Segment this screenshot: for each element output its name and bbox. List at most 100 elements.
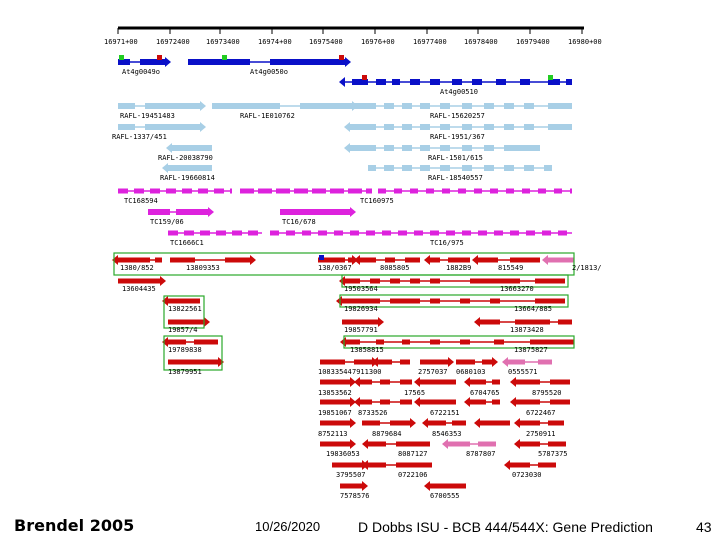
exon-block (348, 257, 352, 263)
track-label: 138/0367 (318, 264, 352, 272)
exon-block (140, 59, 165, 65)
track-label: RAFL-20038790 (158, 154, 213, 162)
exon-block (548, 79, 560, 85)
direction-arrow (474, 317, 480, 327)
exon-block (384, 124, 394, 130)
exon-block (396, 462, 432, 468)
est-23 (320, 377, 356, 387)
track-label: At4g00510 (440, 88, 478, 96)
direction-arrow (112, 255, 118, 265)
exon-block (384, 165, 394, 171)
est-5 (424, 255, 470, 265)
exon-block (484, 145, 494, 151)
exon-block (318, 230, 327, 236)
exon-block (332, 462, 362, 468)
exon-block (430, 79, 440, 85)
direction-arrow (378, 317, 384, 327)
track-label: 0555571 (508, 368, 538, 376)
track-label: 17565 (404, 389, 425, 397)
track-label: 0722106 (398, 471, 428, 479)
rafl-7 (344, 143, 540, 153)
exon-block (216, 230, 226, 236)
exon-block (194, 339, 218, 345)
track-label: TC168594 (124, 197, 158, 205)
exon-block (346, 339, 360, 345)
exon-block (382, 230, 391, 236)
exon-block (376, 79, 386, 85)
est-26 (464, 377, 500, 387)
est-19 (372, 357, 410, 367)
track-label: 7578576 (340, 492, 370, 500)
track-label: 10833544 (318, 368, 352, 376)
direction-arrow (372, 357, 378, 367)
est-27 (510, 377, 570, 387)
exon-block (478, 257, 498, 263)
direction-arrow (162, 296, 168, 306)
track-label: 8879684 (372, 430, 402, 438)
exon-block (494, 230, 503, 236)
track-label: 6704765 (470, 389, 500, 397)
exon-block (548, 441, 566, 447)
exon-block (410, 278, 420, 284)
track-label: 8085805 (380, 264, 410, 272)
exon-block (118, 278, 160, 284)
track-label: 0723030 (512, 471, 542, 479)
exon-block (446, 230, 455, 236)
direction-arrow (250, 255, 256, 265)
est-38 (320, 439, 356, 449)
exon-block (524, 124, 534, 130)
exon-block (506, 188, 514, 194)
exon-block (478, 441, 496, 447)
exon-block (548, 103, 572, 109)
track-label: 2750911 (526, 430, 556, 438)
author-credit: Brendel 2005 (14, 516, 135, 535)
course-title: D Dobbs ISU - BCB 444/544X: Gene Predict… (358, 519, 653, 535)
exon-block (380, 399, 390, 405)
est-18 (320, 357, 378, 367)
est-44 (504, 460, 556, 470)
est-37 (514, 418, 564, 428)
track-label: 6722467 (526, 409, 556, 417)
exon-block (420, 399, 456, 405)
exon-block (470, 399, 486, 405)
direction-arrow (200, 101, 206, 111)
exon-block (504, 103, 514, 109)
direction-arrow (350, 207, 356, 217)
rafl-6 (166, 143, 212, 153)
track-label: 13809353 (186, 264, 220, 272)
exon-block (496, 79, 506, 85)
direction-arrow (208, 207, 214, 217)
exon-block (428, 420, 446, 426)
track-label: 5787375 (538, 450, 568, 458)
track-label: RAFL-19660814 (160, 174, 215, 182)
exon-block (524, 165, 534, 171)
track-label: RAFL-1501/615 (428, 154, 483, 162)
exon-block (400, 359, 410, 365)
exon-block (402, 124, 412, 130)
ruler-tick-label: 16980+00 (568, 38, 602, 46)
exon-block (360, 399, 372, 405)
track-label: 3795507 (336, 471, 366, 479)
exon-block (340, 483, 362, 489)
track-label: 13879951 (168, 368, 202, 376)
track-label: 19836053 (326, 450, 360, 458)
exon-block (504, 124, 514, 130)
exon-block (145, 124, 200, 130)
exon-block (184, 230, 194, 236)
direction-arrow (344, 122, 350, 132)
track-label: 8733526 (358, 409, 388, 417)
exon-block (362, 420, 380, 426)
track-label: RAFL-1951/367 (430, 133, 485, 141)
exon-block (200, 230, 210, 236)
direction-arrow (362, 439, 368, 449)
direction-arrow (350, 397, 356, 407)
est-11 (336, 296, 565, 306)
exon-block (470, 379, 486, 385)
exon-block (350, 124, 376, 130)
exon-block (462, 145, 472, 151)
tc-1 (118, 188, 232, 194)
exon-block (430, 298, 440, 304)
gene-structure-diagram: 16971+00 16972400 16973400 16974+00 16975400… (104, 26, 602, 500)
exon-block (462, 103, 472, 109)
track-label: 19826934 (344, 305, 378, 313)
